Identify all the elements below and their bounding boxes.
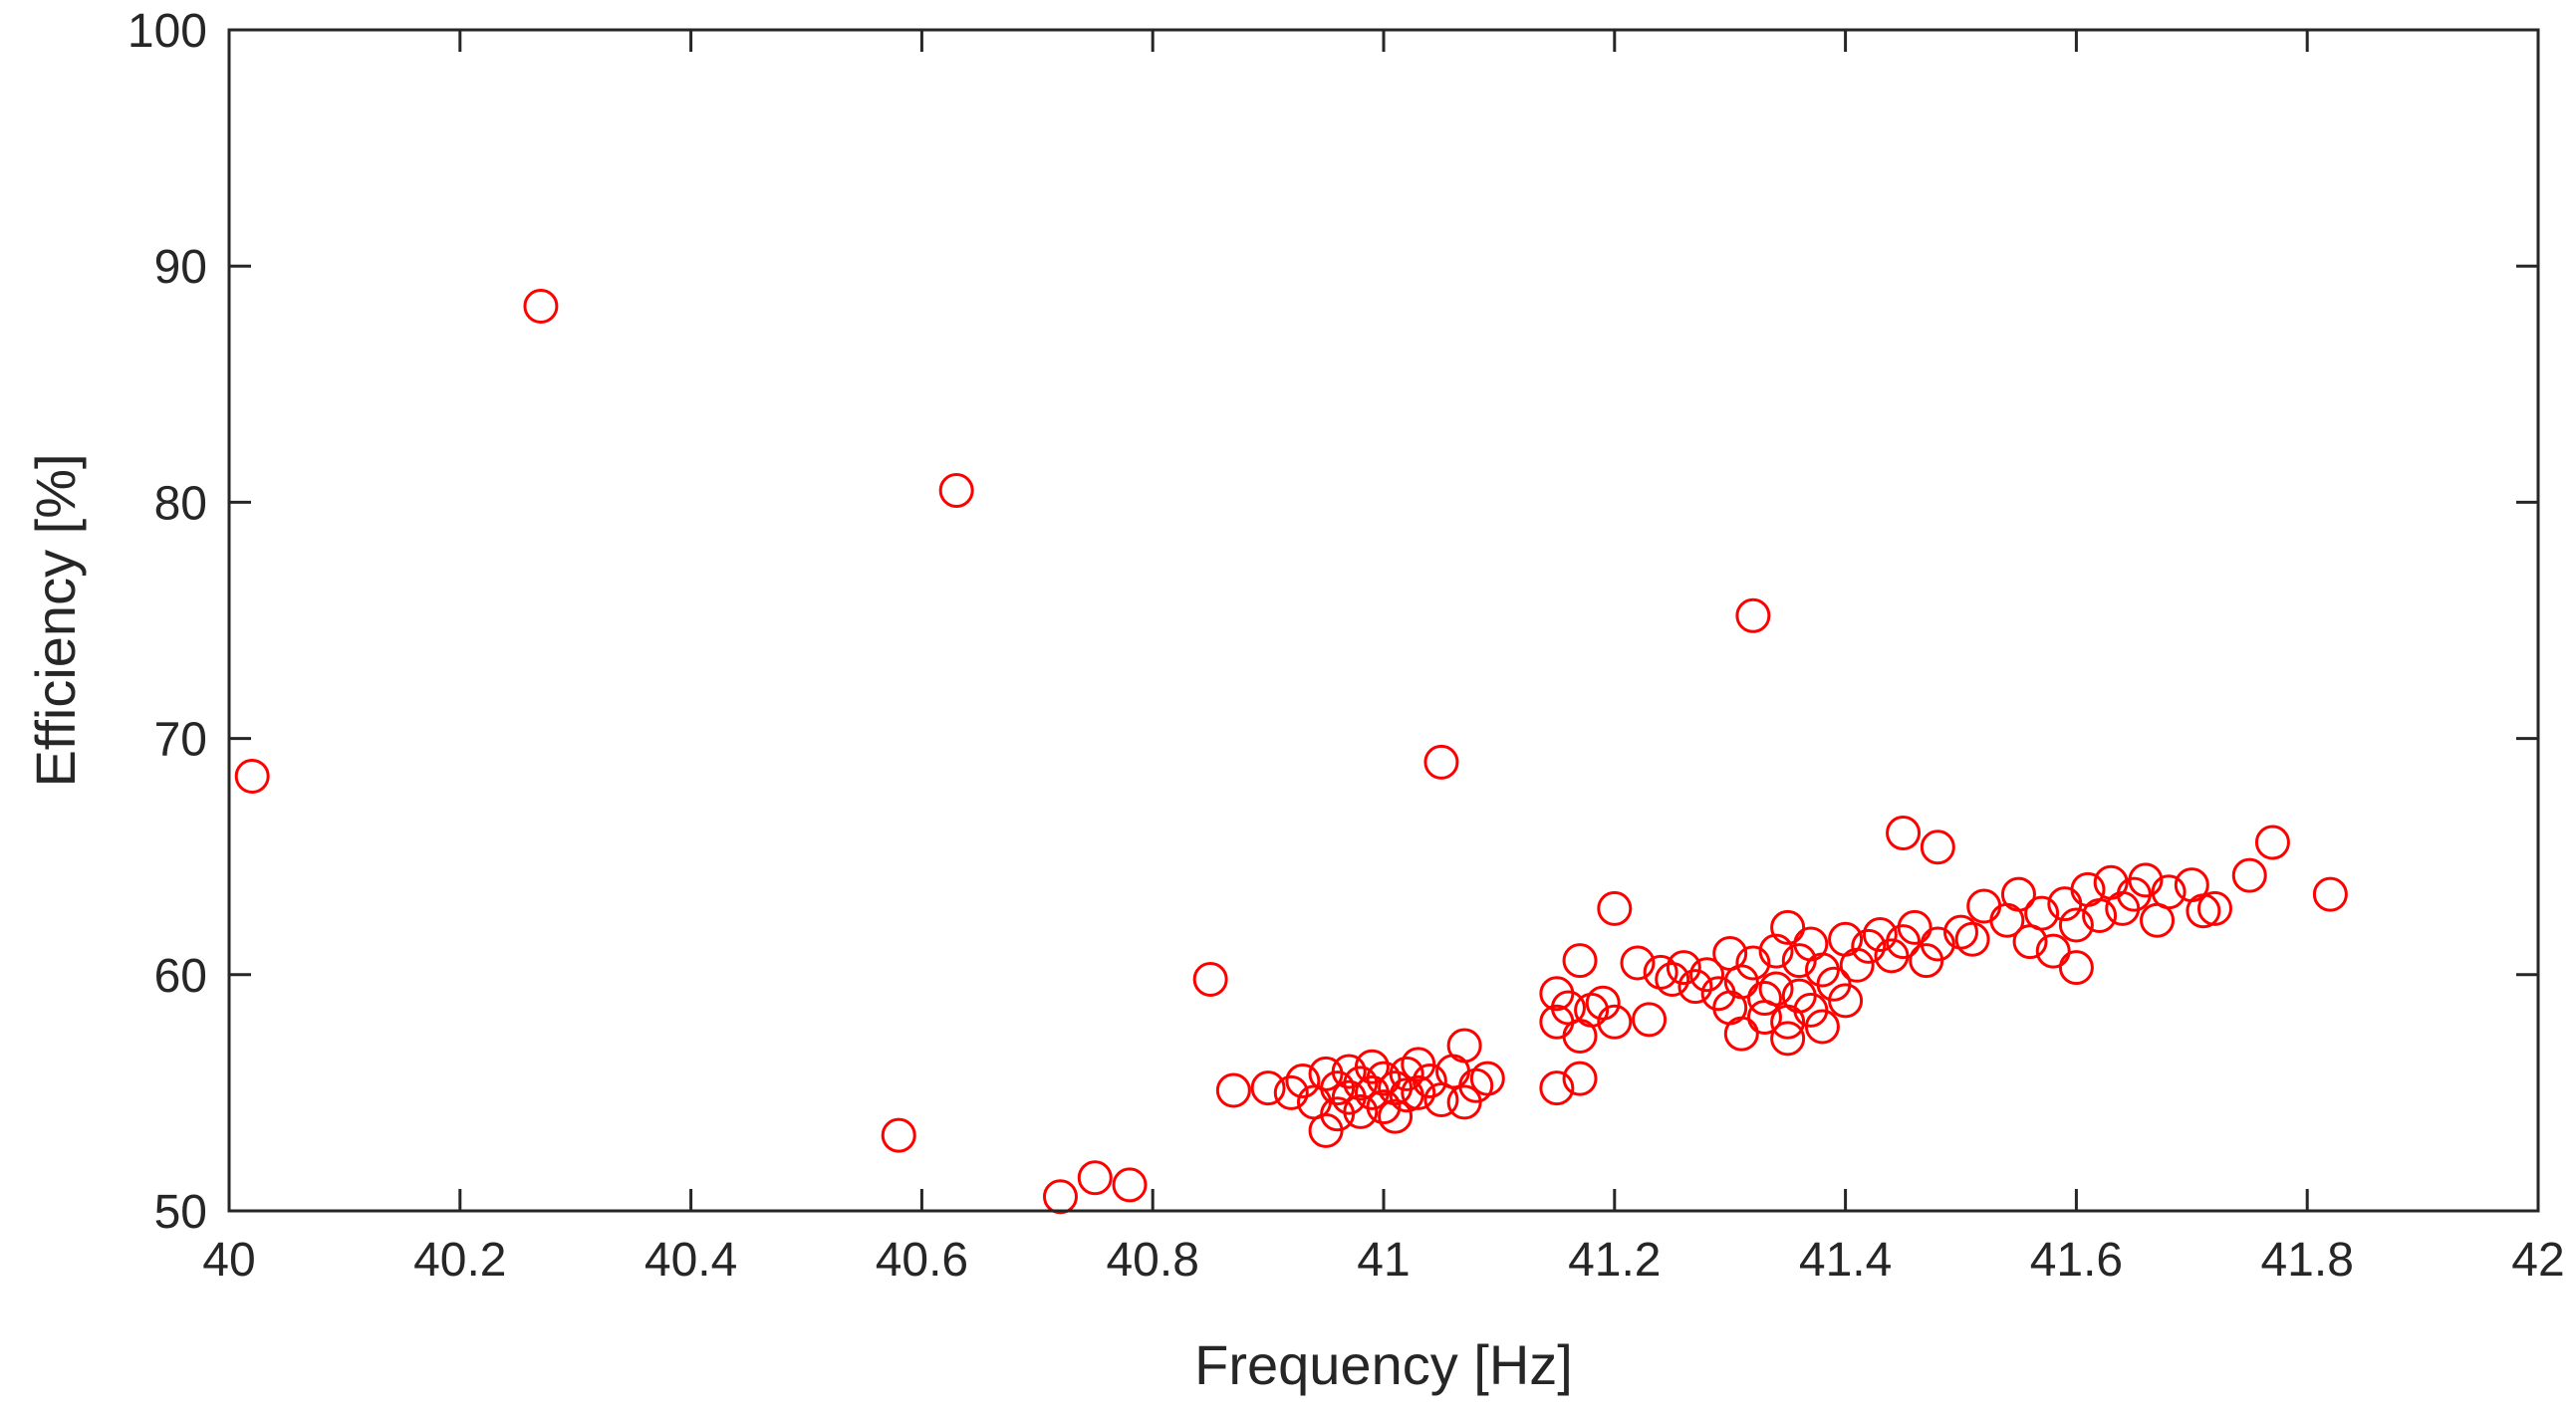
scatter-point xyxy=(1446,1028,1482,1064)
y-tick-labels: 50 60 70 80 90 100 xyxy=(128,5,207,1239)
scatter-point xyxy=(1886,815,1922,850)
scatter-point xyxy=(1735,597,1771,633)
scatter-point xyxy=(1378,1098,1414,1134)
scatter-point xyxy=(1343,1093,1379,1129)
y-tick-label: 60 xyxy=(154,950,207,1003)
scatter-point xyxy=(1077,1160,1113,1196)
scatter-point xyxy=(938,473,974,509)
scatter-point xyxy=(2082,898,2118,933)
scatter-point xyxy=(1666,950,1701,986)
scatter-point xyxy=(1920,829,1955,865)
x-axis-title: Frequency [Hz] xyxy=(1194,1333,1573,1396)
scatter-point xyxy=(523,289,559,325)
scatter-point xyxy=(2231,857,2267,893)
x-tick-label: 40.4 xyxy=(644,1234,737,1287)
scatter-point xyxy=(2186,893,2221,929)
scatter-point xyxy=(1597,890,1633,926)
scatter-point xyxy=(1285,1064,1321,1099)
scatter-point xyxy=(1366,1089,1402,1125)
scatter-point xyxy=(1366,1061,1402,1096)
y-tick-label: 50 xyxy=(154,1186,207,1239)
scatter-point xyxy=(1677,969,1713,1005)
scatter-point xyxy=(1215,1072,1251,1108)
scatter-point xyxy=(1192,962,1228,998)
x-tick-label: 41.6 xyxy=(2030,1234,2123,1287)
scatter-point xyxy=(1042,1179,1078,1215)
x-tick-label: 40.6 xyxy=(876,1234,968,1287)
y-tick-label: 70 xyxy=(154,714,207,767)
scatter-point xyxy=(2058,950,2094,986)
x-tick-label: 41.4 xyxy=(1799,1234,1892,1287)
scatter-point xyxy=(1539,1070,1575,1106)
scatter-point xyxy=(1723,964,1759,1000)
scatter-point xyxy=(1746,981,1782,1017)
scatter-point xyxy=(1469,1061,1505,1096)
y-tick-label: 100 xyxy=(128,5,207,58)
scatter-point xyxy=(1632,1002,1668,1038)
scatter-point xyxy=(1828,983,1864,1019)
scatter-point xyxy=(1804,1009,1840,1045)
scatter-point xyxy=(1723,1016,1759,1052)
scatter-point xyxy=(1897,909,1932,945)
scatter-point xyxy=(1862,916,1898,952)
x-tick-labels: 40 40.2 40.4 40.6 40.8 41 41.2 41.4 41.6 41.8 42 xyxy=(202,1234,2564,1287)
scatter-point xyxy=(1735,945,1771,981)
scatter-point xyxy=(2058,907,2094,943)
axes-box xyxy=(227,28,2540,1213)
scatter-point xyxy=(1389,1056,1424,1091)
scatter-point xyxy=(1597,1004,1633,1040)
scatter-point xyxy=(1620,945,1656,981)
scatter-point xyxy=(1354,1049,1390,1084)
scatter-point xyxy=(1562,1061,1598,1096)
scatter-point xyxy=(1655,962,1690,998)
scatter-point xyxy=(2312,876,2348,912)
x-tick-label: 41.8 xyxy=(2260,1234,2353,1287)
x-tick-label: 40.2 xyxy=(413,1234,506,1287)
scatter-point xyxy=(1331,1054,1367,1089)
x-tick-label: 41 xyxy=(1357,1234,1410,1287)
scatter-point xyxy=(1423,744,1459,780)
scatter-point xyxy=(2254,825,2290,860)
scatter-point xyxy=(1851,928,1887,964)
x-tick-label: 40 xyxy=(202,1234,255,1287)
scatter-point xyxy=(2151,874,2187,910)
scatter-point xyxy=(1758,933,1794,969)
scatter-point xyxy=(1839,947,1875,983)
data-points xyxy=(234,289,2348,1215)
scatter-point xyxy=(234,759,270,795)
scatter-point xyxy=(1920,926,1955,962)
scatter-point xyxy=(1689,957,1725,993)
x-tick-label: 42 xyxy=(2511,1234,2564,1287)
scatter-point xyxy=(2128,862,2164,898)
plot-area-background xyxy=(229,30,2538,1211)
scatter-point xyxy=(2024,895,2060,931)
scatter-point xyxy=(1770,909,1806,945)
y-tick-label: 90 xyxy=(154,241,207,294)
scatter-point xyxy=(2035,933,2071,969)
scatter-point xyxy=(1273,1074,1309,1110)
y-tick-label: 80 xyxy=(154,477,207,530)
x-tick-label: 41.2 xyxy=(1568,1234,1661,1287)
x-tick-label: 40.8 xyxy=(1106,1234,1198,1287)
scatter-point xyxy=(1758,971,1794,1007)
scatter-point xyxy=(1562,943,1598,979)
scatter-point xyxy=(881,1117,916,1153)
scatter-point xyxy=(1412,1064,1447,1099)
y-axis-title: Efficiency [%] xyxy=(24,453,87,787)
scatter-point xyxy=(1112,1167,1148,1203)
scatter-point xyxy=(1770,1021,1806,1057)
scatter-point xyxy=(1585,985,1621,1021)
scatter-point xyxy=(1250,1070,1286,1106)
scatter-point xyxy=(1401,1074,1436,1110)
scatter-point xyxy=(1954,921,1990,957)
scatter-point xyxy=(2000,876,2036,912)
scatter-point xyxy=(2196,890,2232,926)
